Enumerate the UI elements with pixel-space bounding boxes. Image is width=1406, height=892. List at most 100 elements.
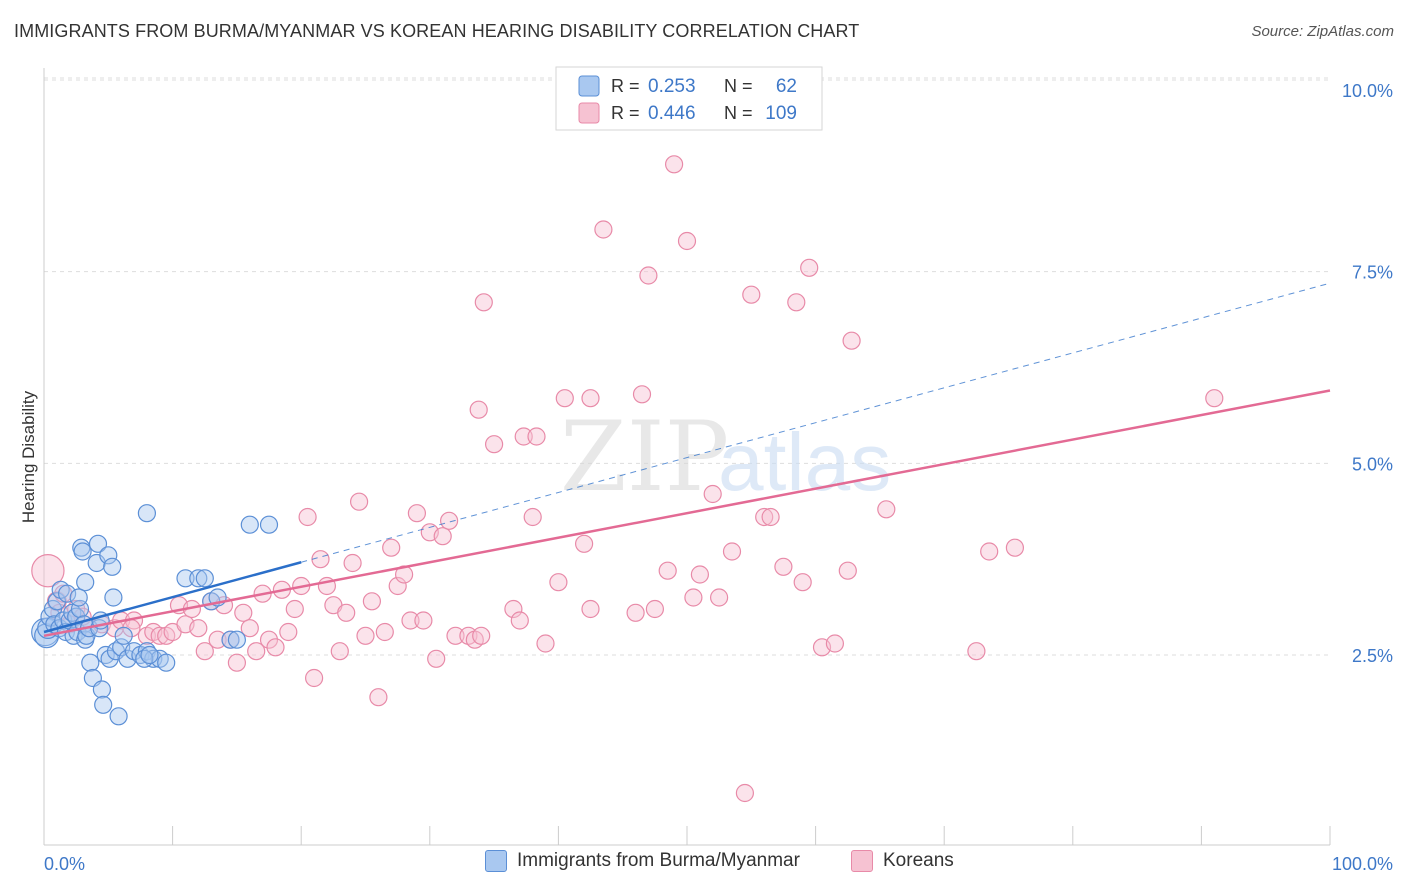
- koreans-point-62: [474, 293, 493, 312]
- koreans-point-87: [722, 542, 742, 561]
- koreans-point-65: [510, 611, 529, 630]
- koreans-point-55: [433, 527, 452, 546]
- trend-line-burma-dashed: [301, 282, 1331, 563]
- koreans-point-71: [555, 389, 574, 408]
- koreans-point-42: [350, 492, 369, 511]
- koreans-point-78: [639, 266, 658, 285]
- koreans-point-48: [388, 576, 407, 596]
- koreans-point-75: [594, 220, 613, 239]
- burma-point-42: [114, 626, 133, 645]
- koreans-point-29: [266, 638, 285, 657]
- legend-n-label-blue: N =: [724, 76, 753, 96]
- burma-point-33: [94, 695, 113, 714]
- burma-point-38: [104, 588, 123, 607]
- koreans-point-40: [337, 603, 356, 622]
- y-tick-label-2: 7.5%: [1352, 263, 1393, 283]
- koreans-point-92: [774, 557, 793, 576]
- chart-title: IMMIGRANTS FROM BURMA/MYANMAR VS KOREAN …: [14, 21, 860, 41]
- burma-point-51: [140, 645, 159, 665]
- koreans-point-89: [742, 285, 761, 304]
- legend-r-label-pink: R =: [611, 103, 640, 123]
- legend-swatch-pink: [578, 102, 600, 124]
- legend-series: Immigrants from Burma/Myanmar Koreans: [0, 850, 1406, 880]
- koreans-point-43: [356, 626, 375, 645]
- koreans-point-95: [800, 258, 819, 277]
- koreans-point-56: [440, 511, 459, 530]
- series-koreans: [31, 155, 1224, 803]
- koreans-point-93: [787, 293, 806, 312]
- legend-r-label-blue: R =: [611, 76, 640, 96]
- koreans-point-104: [1205, 389, 1224, 408]
- x-tick-label-max: 100.0%: [1332, 854, 1393, 874]
- koreans-point-23: [227, 653, 246, 672]
- burma-point-32: [92, 680, 112, 699]
- legend-n-label-pink: N =: [724, 103, 753, 123]
- legend-n-value-pink: 109: [765, 103, 797, 124]
- burma-point-11: [57, 584, 77, 603]
- burma-point-49: [157, 653, 176, 672]
- source-label: Source: ZipAtlas.com: [1251, 23, 1394, 40]
- koreans-point-52: [414, 611, 433, 630]
- y-tick-labels: 2.5% 5.0% 7.5% 10.0%: [1342, 81, 1393, 666]
- koreans-point-103: [1005, 538, 1025, 557]
- koreans-point-98: [838, 561, 857, 580]
- koreans-point-51: [407, 504, 426, 523]
- legend-r-value-pink: 0.446: [648, 103, 696, 124]
- koreans-point-44: [362, 592, 381, 611]
- legend-item-koreans: Koreans: [851, 850, 954, 872]
- x-tick-labels: 0.0% 100.0%: [44, 854, 1393, 874]
- trend-line-koreans: [43, 389, 1331, 638]
- koreans-point-94: [793, 573, 812, 592]
- watermark-atlas: atlas: [718, 417, 891, 508]
- burma-point-29: [88, 534, 108, 553]
- koreans-point-46: [375, 622, 394, 642]
- burma-point-53: [189, 569, 208, 588]
- koreans-point-34: [298, 507, 317, 527]
- legend-n-value-blue: 62: [776, 76, 797, 97]
- koreans-point-41: [343, 553, 362, 573]
- koreans-point-85: [703, 484, 722, 504]
- koreans-point-31: [279, 622, 298, 642]
- y-axis-label: Hearing Disability: [19, 390, 38, 523]
- burma-point-54: [195, 569, 214, 588]
- koreans-point-68: [527, 427, 546, 446]
- koreans-point-26: [247, 642, 266, 661]
- burma-point-19: [73, 542, 92, 561]
- burma-point-57: [221, 630, 240, 649]
- burma-point-6: [47, 592, 67, 611]
- legend-label-koreans: Koreans: [883, 850, 954, 871]
- koreans-point-45: [369, 688, 388, 707]
- koreans-point-57: [446, 626, 465, 645]
- burma-point-58: [227, 630, 246, 649]
- koreans-point-28: [259, 630, 279, 649]
- koreans-point-25: [240, 619, 259, 638]
- koreans-point-60: [472, 626, 491, 645]
- burma-point-59: [240, 515, 259, 534]
- koreans-point-83: [684, 588, 703, 607]
- koreans-point-91: [761, 507, 780, 527]
- koreans-point-80: [658, 561, 677, 580]
- legend-swatch-burma: [485, 850, 507, 872]
- koreans-point-81: [664, 155, 684, 174]
- koreans-point-24: [234, 603, 253, 622]
- y-tick-label-1: 5.0%: [1352, 454, 1393, 474]
- koreans-point-64: [504, 599, 523, 619]
- trend-lines: [43, 282, 1331, 638]
- burma-point-37: [103, 557, 122, 576]
- watermark-zip: ZIP: [560, 401, 729, 513]
- koreans-point-97: [825, 634, 845, 653]
- koreans-point-39: [330, 642, 349, 661]
- koreans-point-74: [581, 389, 600, 408]
- burma-point-60: [259, 515, 279, 534]
- koreans-point-0: [31, 554, 65, 588]
- burma-point-24: [81, 653, 100, 672]
- koreans-point-76: [626, 603, 645, 622]
- koreans-point-79: [645, 599, 665, 619]
- legend-label-burma: Immigrants from Burma/Myanmar: [517, 850, 800, 871]
- watermark: ZIP atlas: [560, 401, 891, 513]
- koreans-point-17: [189, 619, 208, 638]
- koreans-point-102: [980, 542, 999, 561]
- koreans-point-77: [632, 385, 652, 404]
- koreans-point-20: [208, 630, 227, 649]
